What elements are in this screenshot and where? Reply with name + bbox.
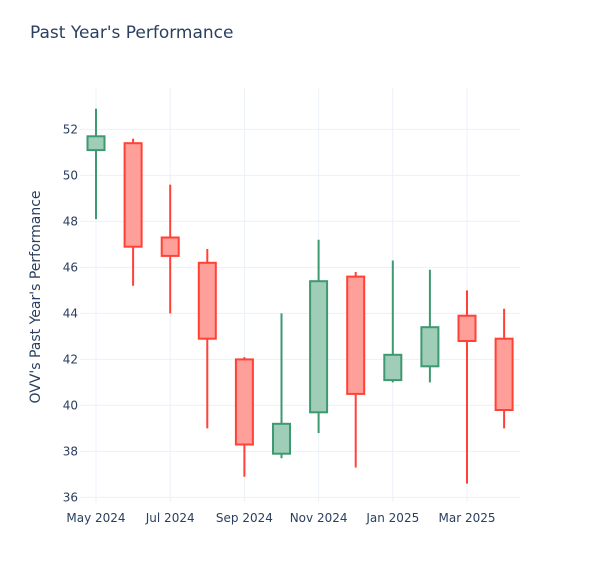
chart-title: Past Year's Performance	[30, 23, 234, 43]
y-tick-label: 42	[63, 352, 78, 366]
candle-body	[457, 314, 477, 343]
candle-body	[346, 275, 366, 395]
x-tick-label: May 2024	[66, 511, 125, 525]
y-tick-label: 44	[63, 306, 78, 320]
y-tick-label: 48	[63, 214, 78, 228]
candle	[420, 269, 440, 383]
candle	[346, 272, 366, 468]
y-axis-ticks: 36 38 40 42 44 46 48 50 52	[63, 122, 78, 504]
y-tick-label: 40	[63, 398, 78, 412]
candle	[383, 260, 403, 383]
gridlines	[80, 88, 520, 502]
candle-body	[234, 358, 254, 446]
candle-body	[383, 353, 403, 382]
candle-body	[309, 280, 329, 414]
candle	[197, 249, 217, 429]
candle-body	[197, 261, 217, 340]
x-tick-label: Mar 2025	[439, 511, 496, 525]
y-axis-label: OVV's Past Year's Performance	[28, 190, 44, 403]
y-tick-label: 38	[63, 444, 78, 458]
y-tick-label: 46	[63, 260, 78, 274]
candle	[160, 184, 180, 314]
candle-body	[494, 337, 514, 412]
candle	[494, 308, 514, 429]
x-tick-label: Jan 2025	[365, 511, 419, 525]
x-tick-label: Jul 2024	[145, 511, 195, 525]
x-tick-label: Nov 2024	[290, 511, 348, 525]
y-tick-label: 50	[63, 168, 78, 182]
x-tick-label: Sep 2024	[216, 511, 273, 525]
candle	[234, 357, 254, 477]
candle-body	[420, 326, 440, 368]
candle	[309, 239, 329, 433]
candle-body	[123, 142, 143, 248]
y-tick-label: 52	[63, 122, 78, 136]
candle	[272, 313, 291, 459]
candle-body	[86, 135, 106, 152]
x-axis-ticks: May 2024 Jul 2024 Sep 2024 Nov 2024 Jan 2025…	[66, 511, 495, 525]
candle-body	[160, 236, 180, 257]
candle-body	[272, 422, 291, 455]
candle	[86, 108, 106, 220]
candle	[123, 138, 143, 286]
candle	[457, 290, 477, 484]
candles	[86, 108, 514, 484]
y-tick-label: 36	[63, 490, 78, 504]
